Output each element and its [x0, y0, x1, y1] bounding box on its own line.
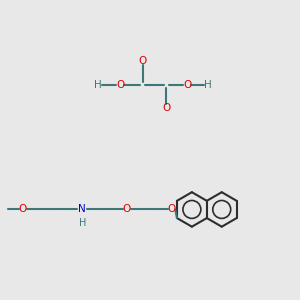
Text: O: O: [116, 80, 124, 90]
Text: H: H: [79, 218, 86, 228]
Text: O: O: [19, 204, 27, 214]
Text: O: O: [138, 56, 147, 66]
Text: O: O: [123, 204, 131, 214]
Text: O: O: [167, 204, 175, 214]
Text: O: O: [183, 80, 191, 90]
Text: H: H: [204, 80, 212, 90]
Text: H: H: [94, 80, 102, 90]
Text: N: N: [78, 204, 86, 214]
Text: O: O: [162, 103, 170, 113]
